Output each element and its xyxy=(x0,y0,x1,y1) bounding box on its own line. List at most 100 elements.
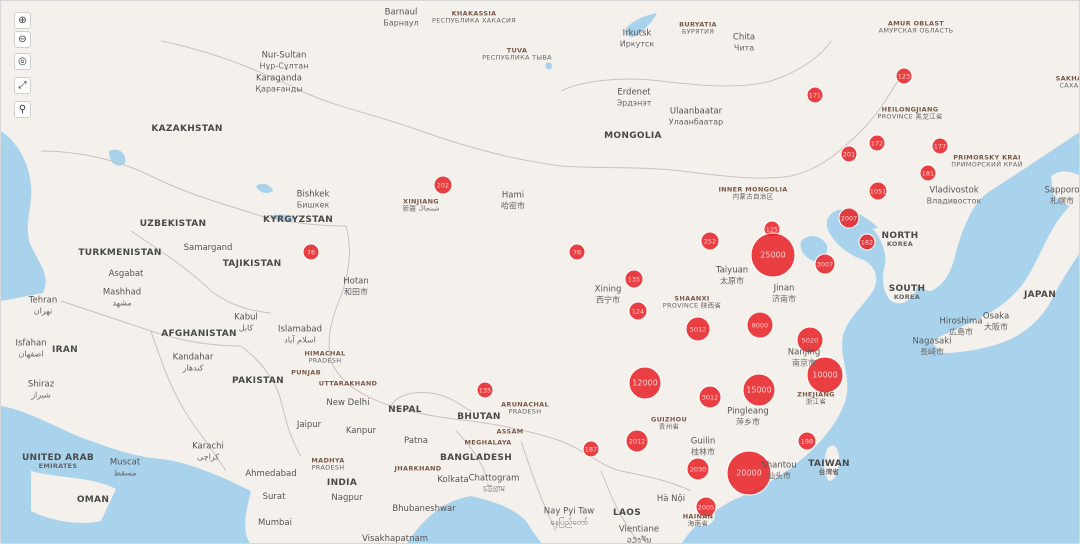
bubble-circle[interactable] xyxy=(700,231,720,251)
data-bubble[interactable]: 2005 xyxy=(695,496,717,518)
data-bubble[interactable]: 181 xyxy=(919,164,937,182)
data-bubble[interactable]: 172 xyxy=(868,134,886,152)
bubble-circle[interactable] xyxy=(624,269,644,289)
region-name: UTTARAKHAND xyxy=(318,379,378,388)
data-bubble[interactable]: 8000 xyxy=(746,311,774,339)
data-bubble[interactable]: 187 xyxy=(582,440,600,458)
data-bubble[interactable]: 2007 xyxy=(838,207,860,229)
data-bubble[interactable]: 1051 xyxy=(868,181,888,201)
bubble-circle[interactable] xyxy=(840,145,858,163)
data-bubble[interactable]: 76 xyxy=(568,243,586,261)
target-icon: ◎ xyxy=(18,56,27,67)
city-label: Erdenet Эрдэнэт xyxy=(617,88,652,108)
zoom-in-button[interactable]: ⊕ xyxy=(14,12,31,29)
bubble-circle[interactable] xyxy=(806,86,824,104)
city-local-name: 長崎市 xyxy=(920,347,944,357)
bubble-value: 3007 xyxy=(817,261,834,269)
data-bubble[interactable]: 124 xyxy=(628,301,648,321)
data-bubble[interactable]: 20000 xyxy=(726,450,772,496)
reset-view-button[interactable]: ◎ xyxy=(14,53,31,70)
data-bubble[interactable]: 12000 xyxy=(628,366,662,400)
bubble-circle[interactable] xyxy=(628,301,648,321)
country-label: TAIWAN 台湾省 xyxy=(808,459,850,477)
data-bubble[interactable]: 3007 xyxy=(814,253,836,275)
bubble-circle[interactable] xyxy=(742,373,776,407)
data-bubble[interactable]: 25000 xyxy=(750,232,796,278)
bubble-circle[interactable] xyxy=(433,175,453,195)
data-bubble[interactable]: 202 xyxy=(433,175,453,195)
data-bubble[interactable]: 2030 xyxy=(686,457,710,481)
data-bubble[interactable]: 198 xyxy=(797,431,817,451)
bubble-circle[interactable] xyxy=(628,366,662,400)
bubble-value: 177 xyxy=(934,143,946,151)
region-local-name: ПРИМОРСКИЙ КРАЙ xyxy=(951,161,1023,169)
country-name: TAIWAN xyxy=(808,459,850,470)
bubble-circle[interactable] xyxy=(726,450,772,496)
bubble-circle[interactable] xyxy=(858,233,876,251)
city-label: Asgabat xyxy=(109,269,144,280)
data-bubble[interactable]: 3012 xyxy=(698,385,722,409)
city-local-name: اسلام آباد xyxy=(284,335,316,345)
city-local-name: 哈密市 xyxy=(501,201,525,211)
bubble-circle[interactable] xyxy=(686,457,710,481)
data-bubble[interactable]: 76 xyxy=(302,243,320,261)
data-bubble[interactable]: 182 xyxy=(858,233,876,251)
bubble-circle[interactable] xyxy=(868,134,886,152)
region-label: TUVA РЕСПУБЛИКА ТЫВА xyxy=(482,47,552,63)
bubble-circle[interactable] xyxy=(895,67,913,85)
bubble-circle[interactable] xyxy=(685,316,711,342)
region-local-name: 贵州省 xyxy=(658,423,680,431)
city-label: Kandahar کندهار xyxy=(173,353,214,373)
bubble-circle[interactable] xyxy=(476,381,494,399)
data-bubble[interactable]: 201 xyxy=(840,145,858,163)
country-name: TAJIKISTAN xyxy=(222,258,282,269)
city-label: Taiyuan 太原市 xyxy=(716,266,748,286)
data-bubble[interactable]: 15000 xyxy=(742,373,776,407)
country-name: KAZAKHSTAN xyxy=(151,123,223,134)
data-bubble[interactable]: 135 xyxy=(476,381,494,399)
bubble-circle[interactable] xyxy=(919,164,937,182)
bubble-circle[interactable] xyxy=(568,243,586,261)
bubble-circle[interactable] xyxy=(302,243,320,261)
bubble-circle[interactable] xyxy=(582,440,600,458)
country-label: IRAN xyxy=(52,345,78,355)
data-bubble[interactable]: 2012 xyxy=(625,429,649,453)
bubble-circle[interactable] xyxy=(838,207,860,229)
city-name: Shiraz xyxy=(27,379,55,390)
bubble-value: 5020 xyxy=(802,337,819,345)
data-bubble[interactable]: 135 xyxy=(624,269,644,289)
data-bubble[interactable]: 177 xyxy=(931,137,949,155)
bubble-circle[interactable] xyxy=(868,181,888,201)
bubble-circle[interactable] xyxy=(931,137,949,155)
city-name: Barnaul xyxy=(384,7,418,18)
city-name: Hami xyxy=(501,190,525,201)
bubble-circle[interactable] xyxy=(806,356,844,394)
layers-button[interactable]: ⚲ xyxy=(14,101,31,118)
region-name: GUIZHOU xyxy=(650,415,688,424)
bubble-circle[interactable] xyxy=(695,496,717,518)
zoom-out-button[interactable]: ⊖ xyxy=(14,31,31,48)
data-bubble[interactable]: 252 xyxy=(700,231,720,251)
region-name: INNER MONGOLIA xyxy=(718,185,788,194)
bubble-circle[interactable] xyxy=(750,232,796,278)
data-bubble[interactable]: 5020 xyxy=(796,326,824,354)
bubble-circle[interactable] xyxy=(814,253,836,275)
data-bubble[interactable]: 171 xyxy=(806,86,824,104)
bubble-circle[interactable] xyxy=(797,431,817,451)
country-name: OMAN xyxy=(76,494,110,505)
fullscreen-button[interactable]: ⤢ xyxy=(14,77,31,94)
city-local-name: နေပြည်တော် xyxy=(550,517,588,527)
bubble-circle[interactable] xyxy=(746,311,774,339)
data-bubble[interactable]: 5012 xyxy=(685,316,711,342)
bubble-circle[interactable] xyxy=(625,429,649,453)
bubble-circle[interactable] xyxy=(698,385,722,409)
data-bubble[interactable]: 10000 xyxy=(806,356,844,394)
data-bubble[interactable]: 123 xyxy=(895,67,913,85)
bubble-circle[interactable] xyxy=(796,326,824,354)
region-label: XINJIANG 新疆 شىنجاڭ xyxy=(403,198,440,214)
region-name: HEILONGJIANG xyxy=(881,105,939,114)
bubble-value: 135 xyxy=(628,276,640,284)
region-label: SHAANXI PROVINCE 陕西省 xyxy=(663,295,721,311)
region-name: MEGHALAYA xyxy=(464,438,512,447)
